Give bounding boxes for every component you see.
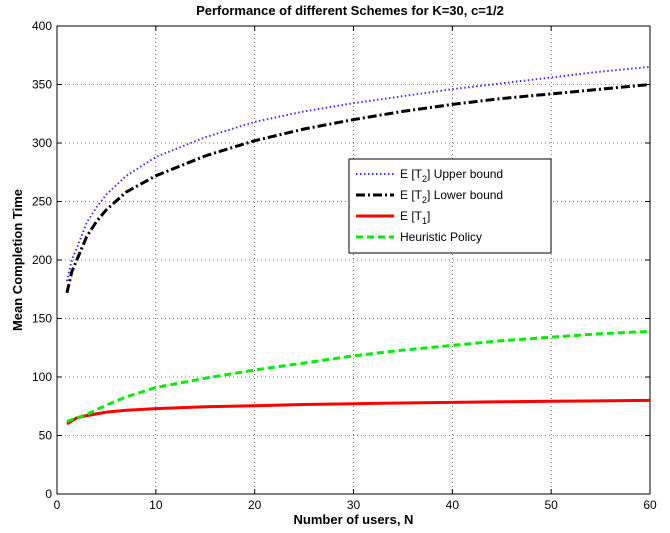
x-tick-label: 20 <box>248 498 262 512</box>
x-tick-label: 60 <box>643 498 657 512</box>
y-tick-label: 350 <box>32 78 52 92</box>
axis-ticks: 0 10 20 30 40 50 60 0 50 100 150 200 250 300 350 400 <box>32 19 657 512</box>
series-line-4 <box>66 329 651 423</box>
x-tick-label: 30 <box>347 498 361 512</box>
y-tick-label: 0 <box>45 487 52 501</box>
x-tick-label: 0 <box>54 498 61 512</box>
chart-title: Performance of different Schemes for K=3… <box>196 3 504 18</box>
x-axis-label: Number of users, N <box>294 512 414 527</box>
y-tick-label: 300 <box>32 136 52 150</box>
x-tick-label: 10 <box>149 498 163 512</box>
x-tick-label: 50 <box>544 498 558 512</box>
legend-label-4: Heuristic Policy <box>400 230 482 244</box>
series-lines <box>65 65 651 426</box>
y-axis-label: Mean Completion Time <box>10 189 25 331</box>
y-tick-label: 400 <box>32 19 52 33</box>
series-line-1 <box>65 65 651 282</box>
grid <box>57 26 650 494</box>
y-tick-label: 150 <box>32 312 52 326</box>
series-line-2 <box>65 83 651 294</box>
y-tick-label: 250 <box>32 195 52 209</box>
y-tick-label: 100 <box>32 370 52 384</box>
y-tick-label: 200 <box>32 253 52 267</box>
x-tick-label: 40 <box>446 498 460 512</box>
y-tick-label: 50 <box>39 429 53 443</box>
series-line-3 <box>66 398 651 426</box>
